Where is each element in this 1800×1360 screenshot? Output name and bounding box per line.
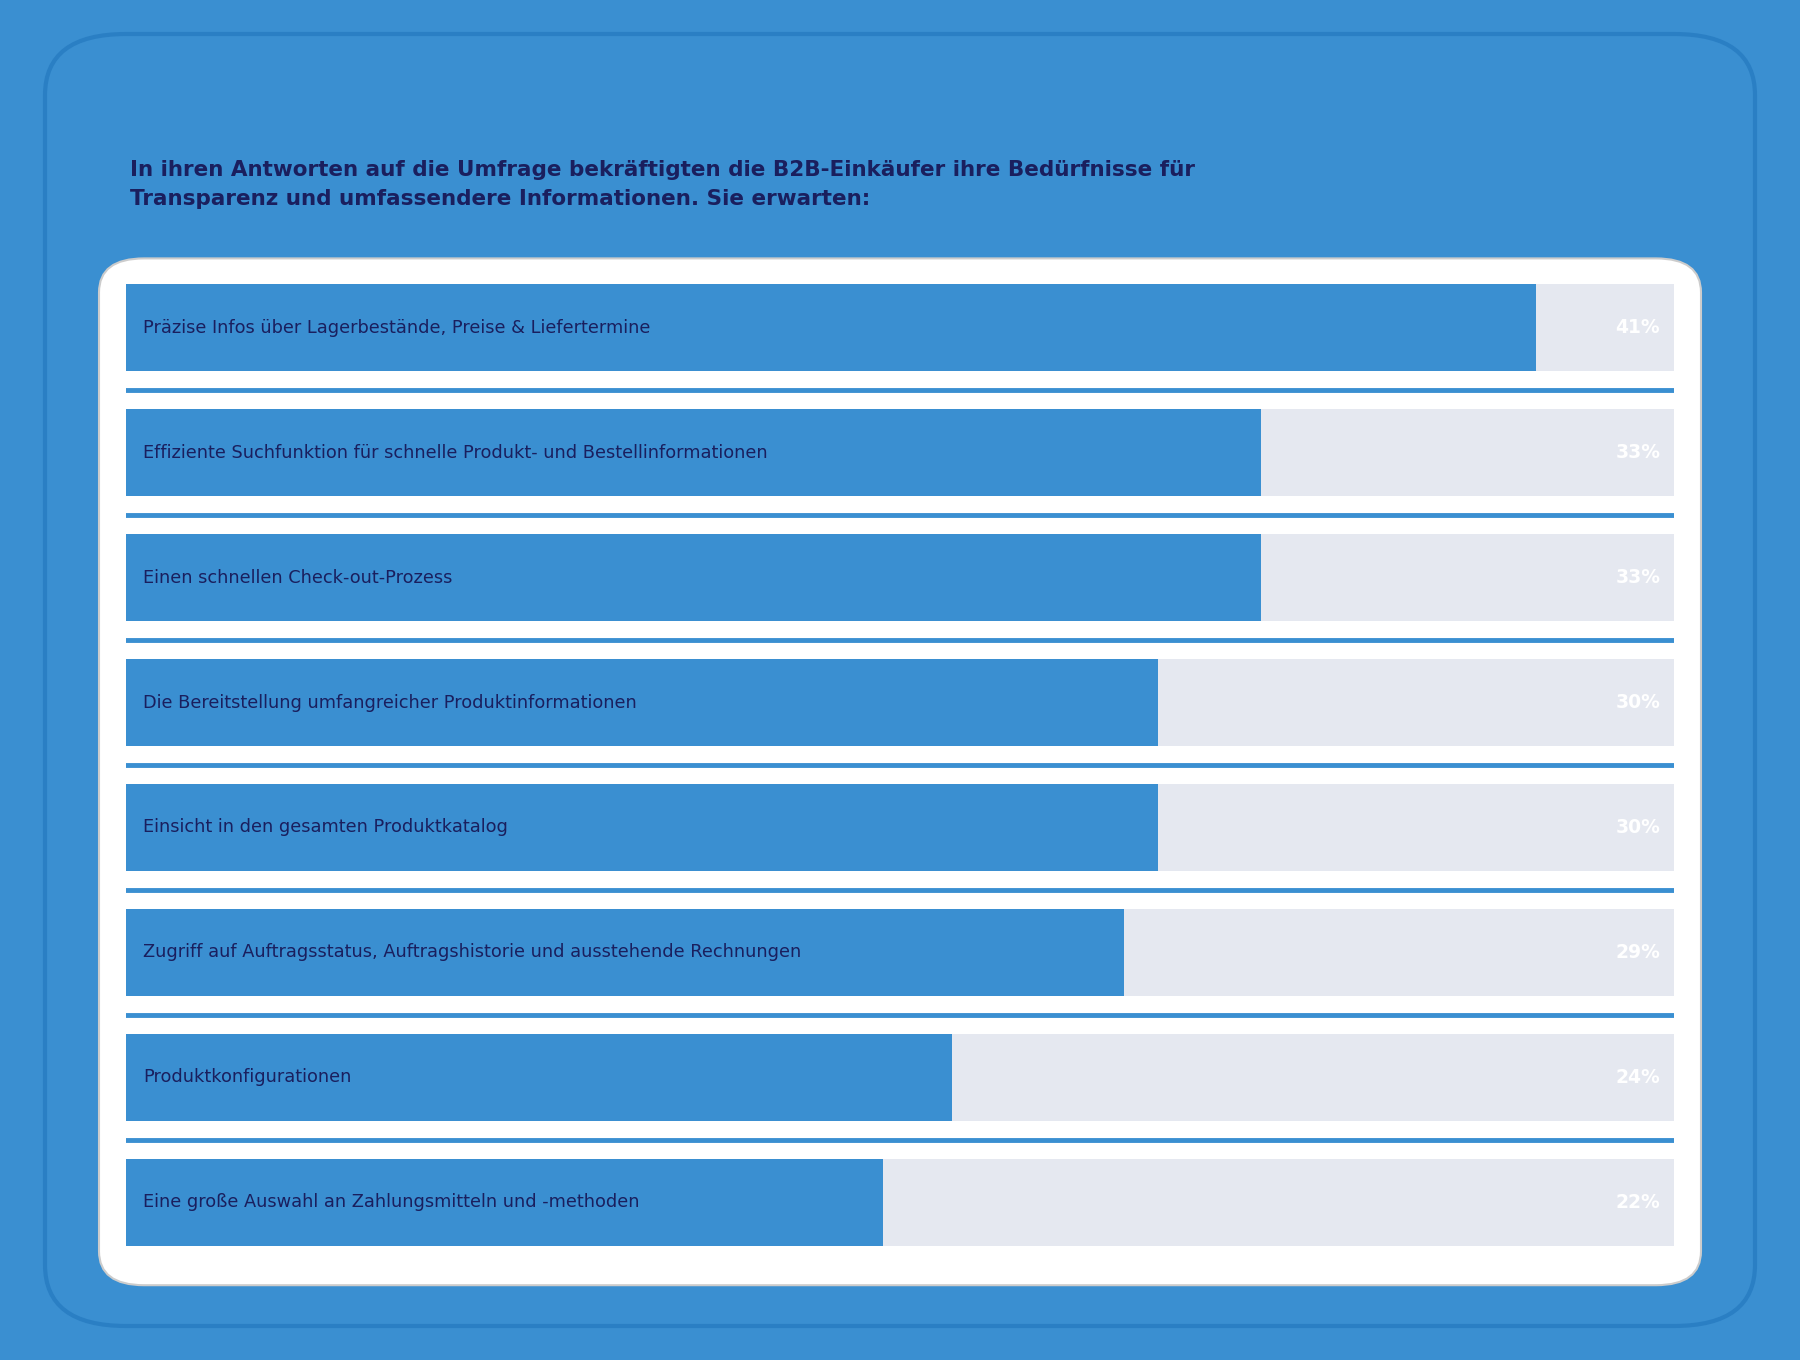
Text: 33%: 33% [1615, 568, 1660, 588]
Text: Zugriff auf Auftragsstatus, Auftragshistorie und ausstehende Rechnungen: Zugriff auf Auftragsstatus, Auftragshist… [144, 944, 801, 962]
Bar [126, 908, 1674, 996]
Bar [126, 658, 1157, 747]
Text: 33%: 33% [1615, 443, 1660, 462]
Text: Einsicht in den gesamten Produktkatalog: Einsicht in den gesamten Produktkatalog [144, 819, 508, 836]
Text: 24%: 24% [1615, 1068, 1660, 1087]
Text: 29%: 29% [1615, 942, 1660, 962]
Bar [126, 1034, 952, 1121]
Text: 30%: 30% [1615, 694, 1660, 713]
Bar [126, 284, 1537, 371]
Bar [126, 284, 1674, 371]
Text: In ihren Antworten auf die Umfrage bekräftigten die B2B-Einkäufer ihre Bedürfnis: In ihren Antworten auf die Umfrage bekrä… [130, 160, 1195, 209]
Bar [126, 783, 1157, 872]
Bar [126, 534, 1674, 622]
Text: Präzise Infos über Lagerbestände, Preise & Liefertermine: Präzise Infos über Lagerbestände, Preise… [144, 318, 650, 337]
Bar [126, 409, 1674, 496]
Text: Eine große Auswahl an Zahlungsmitteln und -methoden: Eine große Auswahl an Zahlungsmitteln un… [144, 1193, 639, 1212]
Text: Einen schnellen Check-out-Prozess: Einen schnellen Check-out-Prozess [144, 568, 452, 586]
Bar [126, 658, 1674, 747]
Bar [126, 908, 1123, 996]
Text: Produktkonfigurationen: Produktkonfigurationen [144, 1069, 351, 1087]
Text: 22%: 22% [1615, 1193, 1660, 1212]
Bar [126, 783, 1674, 872]
Bar [126, 1034, 1674, 1121]
Text: Die Bereitstellung umfangreicher Produktinformationen: Die Bereitstellung umfangreicher Produkt… [144, 694, 637, 711]
Text: 41%: 41% [1616, 318, 1660, 337]
Bar [126, 534, 1262, 622]
Text: 30%: 30% [1615, 817, 1660, 836]
Bar [126, 1159, 1674, 1246]
Bar [126, 1159, 882, 1246]
Bar [126, 409, 1262, 496]
Text: Effiziente Suchfunktion für schnelle Produkt- und Bestellinformationen: Effiziente Suchfunktion für schnelle Pro… [144, 443, 769, 461]
